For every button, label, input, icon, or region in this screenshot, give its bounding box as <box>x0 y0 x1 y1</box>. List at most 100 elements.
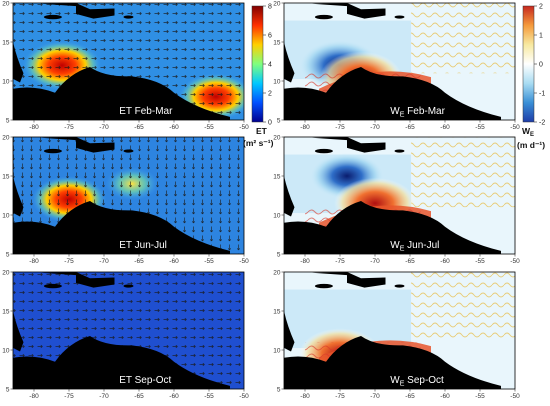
south-america-landmass <box>13 66 230 120</box>
colorbar-et: 0 2 4 6 8 ET (m² s⁻¹) <box>243 4 274 149</box>
map-panel-5: -80 -75 -70 -65 -60 -55 -50 5 10 15 20 ET Sep-Oct <box>2 269 249 400</box>
x-tick-label: -55 <box>204 124 214 131</box>
central-america-landmass <box>284 311 295 352</box>
x-tick-label: -70 <box>370 393 380 400</box>
cb-we-tick-label: 1 <box>539 33 543 40</box>
x-tick-label: -65 <box>405 124 415 131</box>
x-tick-label: -80 <box>29 124 39 131</box>
x-tick-label: -70 <box>370 258 380 265</box>
x-tick-label: -70 <box>99 258 109 265</box>
panel-frame <box>283 271 516 390</box>
panel-label: WE Sep-Oct <box>390 375 444 388</box>
x-tick-label: -70 <box>370 124 380 131</box>
contour-lines <box>411 137 515 208</box>
y-tick-label: 20 <box>2 269 10 276</box>
x-tick-label: -50 <box>239 124 249 131</box>
cb-we-tick-label: -1 <box>539 91 545 98</box>
x-tick-label: -60 <box>440 393 450 400</box>
y-tick-label: 5 <box>6 117 10 124</box>
panel-frame <box>12 271 245 390</box>
y-tick-label: 10 <box>2 78 10 85</box>
map-panel-3: -80 -75 -70 -65 -60 -55 -50 5 10 15 20 ET Jun-Jul <box>2 134 249 265</box>
jamaica-landmass <box>43 148 62 154</box>
y-tick-label: 15 <box>273 173 281 180</box>
central-america-landmass <box>284 176 295 217</box>
map-panel-4: -80 -75 -70 -65 -60 -55 -50 5 10 15 20 WE Jun-Jul <box>273 134 520 265</box>
cb-et-tick-label: 6 <box>268 33 272 40</box>
x-tick-label: -75 <box>64 258 74 265</box>
x-tick-label: -60 <box>169 124 179 131</box>
x-tick-label: -50 <box>510 124 520 131</box>
puerto-rico-landmass <box>123 149 134 153</box>
y-tick-label: 15 <box>2 308 10 315</box>
central-america-landmass <box>13 176 24 217</box>
central-america-landmass <box>13 311 24 352</box>
colorbar-et-title: ET <box>256 126 268 136</box>
cb-we-tick-label: -2 <box>539 120 545 127</box>
x-tick-label: -60 <box>169 258 179 265</box>
cb-et-tick-label: 0 <box>268 120 272 127</box>
panel-label: ET Jun-Jul <box>119 240 167 251</box>
puerto-rico-landmass <box>123 15 134 19</box>
jamaica-landmass <box>314 283 333 289</box>
puerto-rico-landmass <box>394 149 405 153</box>
x-tick-label: -80 <box>29 393 39 400</box>
cb-et-tick-label: 2 <box>268 91 272 98</box>
x-tick-label: -55 <box>475 258 485 265</box>
x-tick-label: -50 <box>510 393 520 400</box>
panel-label: WE Feb-Mar <box>390 106 445 119</box>
jamaica-landmass <box>314 14 333 20</box>
y-tick-label: 5 <box>6 386 10 393</box>
x-tick-label: -75 <box>335 393 345 400</box>
cb-et-tick-label: 4 <box>268 62 272 69</box>
y-tick-label: 10 <box>2 212 10 219</box>
x-tick-label: -65 <box>134 393 144 400</box>
south-america-landmass <box>13 335 230 389</box>
x-tick-label: -80 <box>300 124 310 131</box>
x-tick-label: -55 <box>204 258 214 265</box>
hispaniola-cuba-landmass <box>312 137 386 153</box>
x-tick-label: -50 <box>510 258 520 265</box>
x-tick-label: -50 <box>239 393 249 400</box>
cb-et-tick-label: 8 <box>268 4 272 11</box>
x-tick-label: -80 <box>300 258 310 265</box>
y-tick-label: 20 <box>273 134 281 141</box>
central-america-landmass <box>13 42 24 83</box>
y-tick-label: 5 <box>277 386 281 393</box>
y-tick-label: 5 <box>277 117 281 124</box>
panel-frame <box>283 136 516 255</box>
puerto-rico-landmass <box>394 15 405 19</box>
hispaniola-cuba-landmass <box>312 272 386 288</box>
y-tick-label: 15 <box>273 308 281 315</box>
y-tick-label: 15 <box>2 39 10 46</box>
south-america-landmass <box>284 66 501 120</box>
south-america-landmass <box>284 200 501 254</box>
panel-frame <box>12 2 245 121</box>
colorbar-we: 2 1 0 -1 -2 WE (m d⁻¹) <box>517 4 545 151</box>
panel-label: ET Feb-Mar <box>119 106 173 117</box>
x-tick-label: -50 <box>239 258 249 265</box>
x-tick-label: -75 <box>64 393 74 400</box>
x-tick-label: -65 <box>134 124 144 131</box>
y-tick-label: 20 <box>2 134 10 141</box>
x-tick-label: -65 <box>405 393 415 400</box>
x-tick-label: -80 <box>29 258 39 265</box>
colorbar-we-unit: (m d⁻¹) <box>517 140 545 150</box>
y-tick-label: 20 <box>273 0 281 7</box>
x-tick-label: -65 <box>405 258 415 265</box>
central-america-landmass <box>284 42 295 83</box>
map-panel-1: -80 -75 -70 -65 -60 -55 -50 5 10 15 20 ET Feb-Mar <box>2 0 249 131</box>
colorbar-et-unit: (m² s⁻¹) <box>243 138 274 148</box>
x-tick-label: -70 <box>99 393 109 400</box>
y-tick-label: 10 <box>273 347 281 354</box>
hispaniola-cuba-landmass <box>41 137 115 153</box>
x-tick-label: -75 <box>64 124 74 131</box>
y-tick-label: 10 <box>273 78 281 85</box>
jamaica-landmass <box>43 14 62 20</box>
colorbar-we-bar <box>522 5 535 123</box>
y-tick-label: 15 <box>2 173 10 180</box>
x-tick-label: -65 <box>134 258 144 265</box>
colorbar-et-bar <box>251 5 264 123</box>
panel-label: WE Jun-Jul <box>390 240 439 253</box>
